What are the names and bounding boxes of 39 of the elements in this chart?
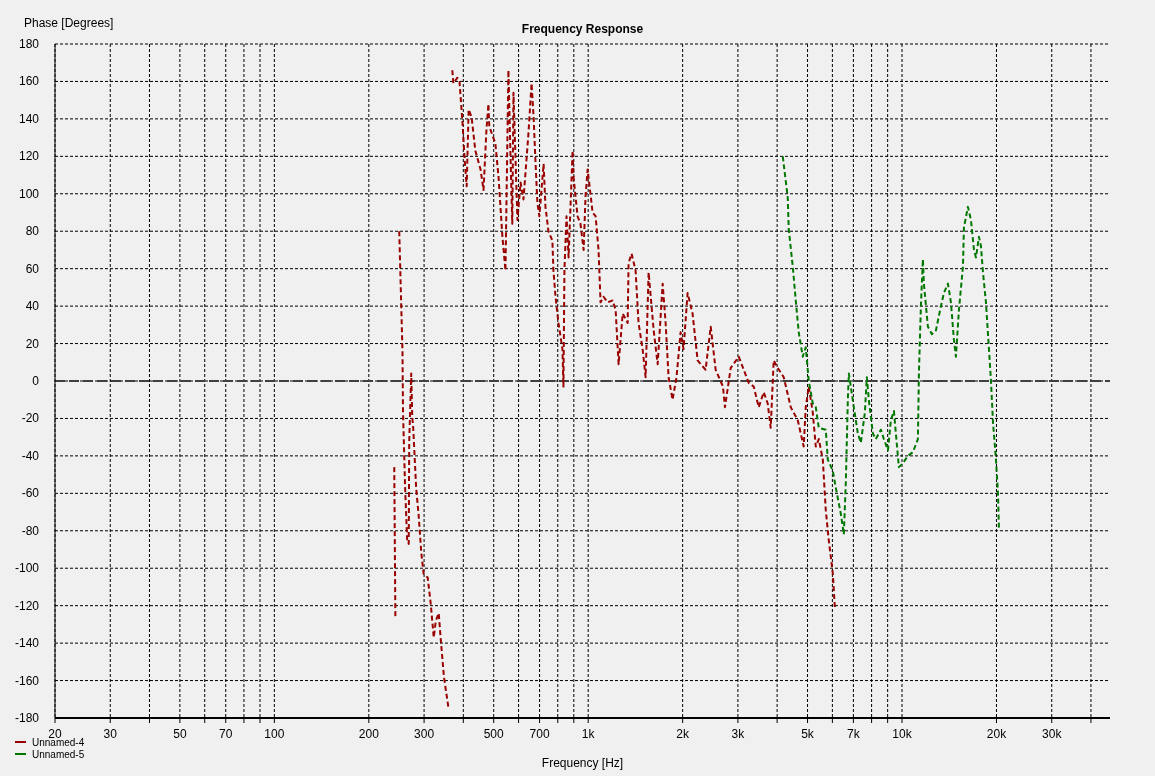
y-tick-label: -120 [14, 598, 40, 613]
x-tick-label: 20k [986, 727, 1008, 741]
y-tick-label: 140 [18, 111, 40, 126]
x-axis-title: Frequency [Hz] [541, 756, 624, 770]
x-tick-label: 300 [414, 727, 435, 741]
x-tick-label: 700 [529, 727, 550, 741]
y-tick-label: -100 [14, 561, 40, 576]
x-tick-label: 500 [483, 727, 505, 741]
y-tick-label: 0 [32, 374, 40, 388]
x-tick-label: 1k [581, 727, 596, 741]
x-tick-label: 2k [676, 727, 690, 741]
y-tick-label: 120 [18, 149, 40, 164]
x-tick-label: 10k [892, 727, 913, 741]
y-tick-label: -20 [21, 411, 40, 426]
x-tick-label: 3k [731, 727, 746, 741]
chart-title: Frequency Response [521, 22, 644, 36]
y-tick-label: 20 [25, 336, 40, 351]
y-tick-label: 80 [25, 224, 40, 239]
y-tick-label: 160 [18, 74, 40, 89]
y-axis-title: Phase [Degrees] [24, 16, 114, 30]
y-tick-label: 100 [18, 186, 40, 201]
x-tick-label: 5k [801, 727, 815, 741]
y-tick-label: -160 [14, 673, 40, 688]
y-tick-label: -40 [21, 448, 40, 463]
y-tick-label: 60 [25, 261, 40, 276]
x-tick-label: 100 [264, 727, 285, 741]
x-tick-label: 30 [103, 727, 118, 741]
x-tick-label: 30k [1042, 727, 1063, 741]
y-tick-label: -80 [21, 523, 40, 538]
x-tick-label: 70 [219, 727, 233, 741]
x-tick-label: 200 [358, 727, 380, 741]
y-tick-label: 40 [25, 299, 40, 314]
y-tick-label: -140 [14, 636, 40, 651]
y-tick-label: -60 [21, 486, 40, 501]
y-tick-label: 180 [18, 37, 40, 51]
x-tick-label: 50 [173, 727, 187, 741]
y-tick-label: -180 [14, 711, 40, 725]
x-tick-label: 7k [847, 727, 861, 741]
legend-label: Unnamed-5 [32, 749, 85, 760]
